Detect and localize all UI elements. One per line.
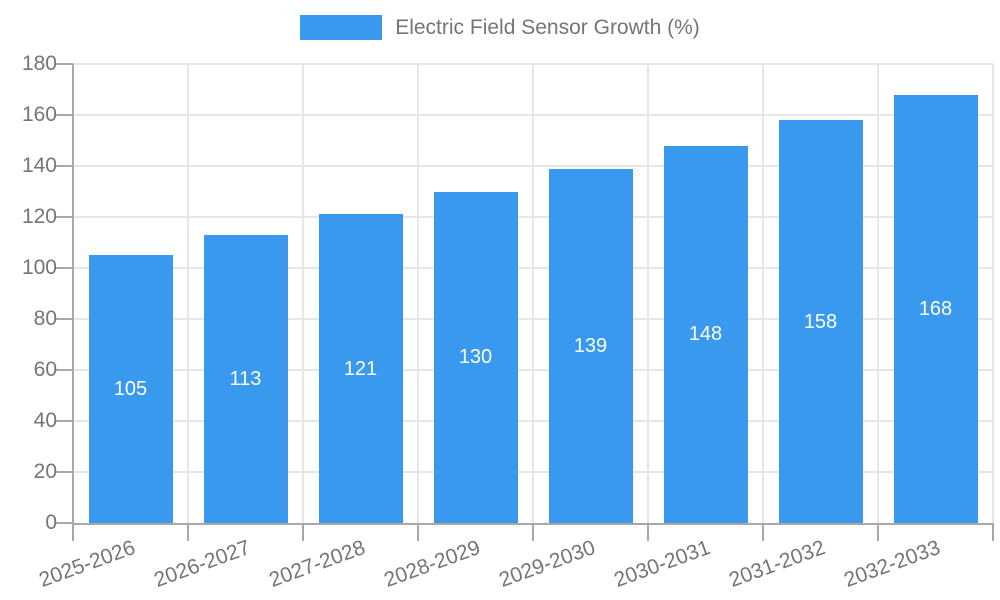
y-axis-tick-label: 160 bbox=[21, 103, 57, 126]
y-axis-tick-label: 140 bbox=[21, 154, 57, 177]
bar-value-label: 148 bbox=[688, 323, 723, 346]
y-axis-tick bbox=[55, 420, 73, 422]
bar-value-label: 158 bbox=[803, 310, 838, 333]
bar[interactable] bbox=[893, 94, 978, 523]
v-gridline bbox=[187, 64, 189, 523]
y-axis-tick bbox=[55, 267, 73, 269]
v-gridline bbox=[762, 64, 764, 523]
x-axis-tick-label: 2028-2029 bbox=[381, 536, 484, 592]
x-axis-tick bbox=[647, 523, 649, 541]
legend: Electric Field Sensor Growth (%) bbox=[0, 15, 1000, 40]
legend-label: Electric Field Sensor Growth (%) bbox=[395, 16, 700, 39]
x-axis-tick-label: 2025-2026 bbox=[36, 536, 139, 592]
y-axis-tick bbox=[55, 216, 73, 218]
y-axis-tick-label: 120 bbox=[21, 205, 57, 228]
y-axis-tick-label: 180 bbox=[21, 52, 57, 75]
y-axis-tick bbox=[55, 471, 73, 473]
y-axis-tick-label: 100 bbox=[21, 256, 57, 279]
x-axis-tick bbox=[187, 523, 189, 541]
y-axis-tick bbox=[55, 369, 73, 371]
v-gridline bbox=[302, 64, 304, 523]
x-axis-tick-label: 2030-2031 bbox=[611, 536, 714, 592]
bar-value-label: 139 bbox=[573, 334, 608, 357]
x-axis-tick bbox=[72, 523, 74, 541]
y-axis-tick-label: 0 bbox=[45, 511, 57, 534]
x-axis-tick-label: 2029-2030 bbox=[496, 536, 599, 592]
v-gridline bbox=[647, 64, 649, 523]
bar[interactable] bbox=[433, 191, 518, 523]
x-axis-tick-label: 2026-2027 bbox=[151, 536, 254, 592]
x-axis-tick bbox=[992, 523, 994, 541]
y-axis-tick-label: 80 bbox=[33, 307, 57, 330]
x-axis-tick bbox=[417, 523, 419, 541]
y-axis-tick bbox=[55, 63, 73, 65]
x-axis-tick bbox=[877, 523, 879, 541]
y-axis-tick-label: 40 bbox=[33, 409, 57, 432]
legend-swatch-icon bbox=[300, 15, 383, 40]
x-axis-tick bbox=[302, 523, 304, 541]
y-axis-tick bbox=[55, 318, 73, 320]
y-axis-tick bbox=[55, 522, 73, 524]
x-axis-tick-label: 2031-2032 bbox=[726, 536, 829, 592]
bar-value-label: 121 bbox=[343, 357, 378, 380]
bar[interactable] bbox=[318, 214, 403, 523]
bar-value-label: 113 bbox=[229, 367, 262, 390]
bar[interactable] bbox=[203, 234, 288, 523]
bar[interactable] bbox=[88, 255, 173, 523]
bar[interactable] bbox=[663, 145, 748, 523]
y-axis-tick bbox=[55, 165, 73, 167]
bar[interactable] bbox=[778, 120, 863, 523]
bar[interactable] bbox=[548, 168, 633, 523]
x-axis-tick-label: 2032-2033 bbox=[841, 536, 944, 592]
v-gridline bbox=[877, 64, 879, 523]
y-axis-tick bbox=[55, 114, 73, 116]
legend-item[interactable]: Electric Field Sensor Growth (%) bbox=[300, 15, 700, 40]
y-axis-tick-label: 60 bbox=[33, 358, 57, 381]
x-axis-tick bbox=[532, 523, 534, 541]
bar-value-label: 130 bbox=[458, 346, 493, 369]
bar-value-label: 168 bbox=[918, 297, 953, 320]
v-gridline bbox=[532, 64, 534, 523]
x-axis-line bbox=[73, 523, 993, 525]
x-axis-tick-label: 2027-2028 bbox=[266, 536, 369, 592]
v-gridline bbox=[417, 64, 419, 523]
x-axis-tick bbox=[762, 523, 764, 541]
y-axis-line bbox=[72, 64, 74, 523]
y-axis-tick-label: 20 bbox=[33, 460, 57, 483]
bar-value-label: 105 bbox=[113, 378, 148, 401]
plot-right-border bbox=[992, 64, 994, 523]
